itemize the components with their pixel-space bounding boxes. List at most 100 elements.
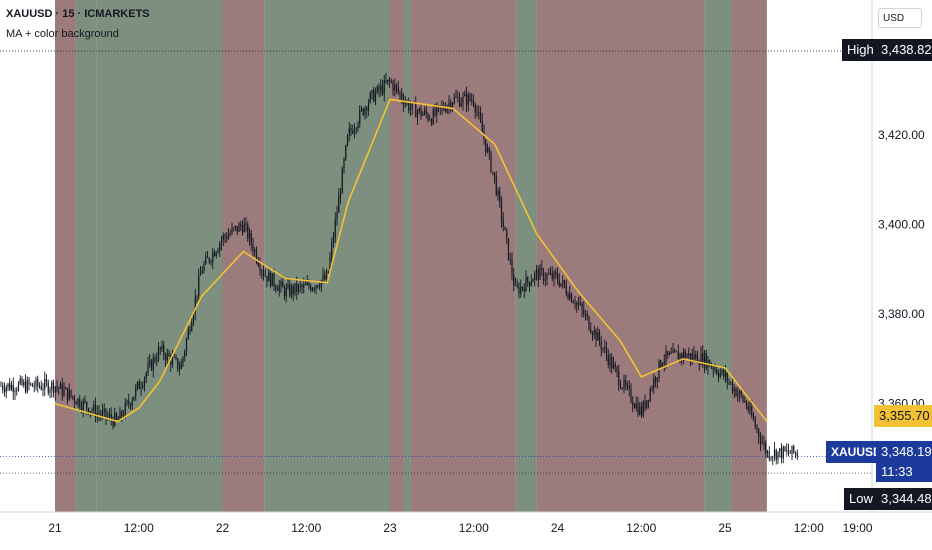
candle-body	[231, 228, 233, 234]
candle-body	[142, 385, 144, 388]
candle-body	[395, 84, 398, 88]
high-value: 3,438.82	[876, 39, 932, 61]
candle-body	[630, 388, 632, 402]
candle-body	[653, 378, 655, 389]
candle-body	[637, 403, 639, 415]
candle-body	[345, 145, 347, 160]
candle-body	[791, 445, 793, 454]
candle-body	[731, 382, 734, 392]
candle-body	[460, 102, 462, 107]
candle-body	[213, 252, 216, 256]
candle-body	[507, 238, 510, 260]
candle-body	[177, 358, 179, 370]
candle-body	[324, 275, 326, 280]
candle-body	[58, 387, 60, 389]
candle-body	[353, 129, 356, 134]
candle-body	[219, 243, 221, 251]
candle-body	[654, 378, 657, 382]
candle-body	[457, 97, 459, 99]
candle-body	[331, 243, 333, 258]
candle-body	[493, 172, 496, 177]
candle-body	[40, 386, 42, 390]
candle-body	[509, 259, 511, 261]
currency-button[interactable]: USD	[878, 8, 922, 28]
candle-body	[754, 420, 756, 427]
candle-body	[504, 226, 506, 231]
candle-body	[45, 379, 48, 383]
candle-body	[299, 285, 301, 287]
candle-body	[171, 357, 174, 365]
candle-body	[100, 414, 102, 416]
candle-body	[143, 378, 146, 386]
price-axis-panel[interactable]	[872, 0, 932, 512]
candle-body	[119, 411, 121, 421]
candle-body	[768, 451, 770, 459]
candle-body	[436, 106, 438, 115]
candle-body	[303, 284, 305, 288]
candle-body	[352, 130, 354, 134]
candle-body	[577, 302, 580, 305]
candle-body	[488, 148, 490, 153]
candle-body	[467, 94, 469, 106]
candle-body	[150, 360, 153, 370]
candle-body	[569, 293, 571, 299]
candle-body	[586, 314, 588, 317]
candle-body	[469, 94, 471, 100]
candle-body	[418, 108, 420, 112]
candle-body	[537, 269, 539, 280]
candle-body	[110, 414, 112, 420]
candle-body	[532, 279, 534, 283]
candle-body	[387, 79, 389, 83]
time-axis-panel[interactable]	[0, 512, 932, 550]
candle-body	[735, 388, 737, 397]
candle-body	[556, 274, 559, 281]
candle-body	[429, 119, 431, 121]
candle-body	[271, 273, 273, 287]
candle-body	[567, 294, 569, 299]
candle-body	[742, 395, 744, 402]
candle-body	[700, 353, 702, 365]
candle-body	[173, 357, 175, 358]
candle-body	[639, 406, 641, 415]
candle-body	[553, 271, 555, 279]
candle-body	[126, 401, 128, 403]
candle-body	[359, 109, 361, 124]
candle-body	[607, 354, 609, 366]
candle-body	[72, 396, 74, 398]
candle-body	[520, 286, 522, 294]
candle-body	[262, 271, 265, 276]
candle-body	[82, 400, 84, 410]
candle-body	[341, 168, 343, 194]
candle-body	[506, 230, 508, 239]
candle-body	[686, 355, 688, 358]
candle-body	[187, 329, 189, 340]
candle-body	[432, 109, 434, 124]
candle-body	[308, 282, 310, 287]
candle-body	[703, 353, 706, 366]
candle-body	[674, 349, 676, 352]
candle-body	[737, 394, 739, 397]
candle-body	[546, 274, 548, 280]
candle-body	[588, 316, 590, 330]
candle-body	[101, 410, 104, 416]
candle-body	[693, 353, 695, 359]
candle-body	[59, 383, 62, 389]
candle-body	[474, 104, 476, 113]
candle-body	[696, 354, 699, 364]
candle-body	[199, 273, 202, 276]
candle-body	[222, 235, 224, 241]
candle-body	[89, 411, 91, 414]
candle-body	[635, 403, 637, 409]
candle-body	[212, 252, 214, 262]
candle-body	[681, 353, 683, 359]
candle-body	[495, 176, 497, 195]
candle-body	[133, 396, 135, 401]
candle-body	[135, 387, 137, 397]
candle-body	[49, 389, 51, 393]
candle-body	[87, 408, 90, 414]
candle-body	[665, 351, 667, 362]
candle-body	[350, 128, 352, 131]
candle-body	[355, 128, 357, 130]
candle-body	[217, 250, 219, 253]
